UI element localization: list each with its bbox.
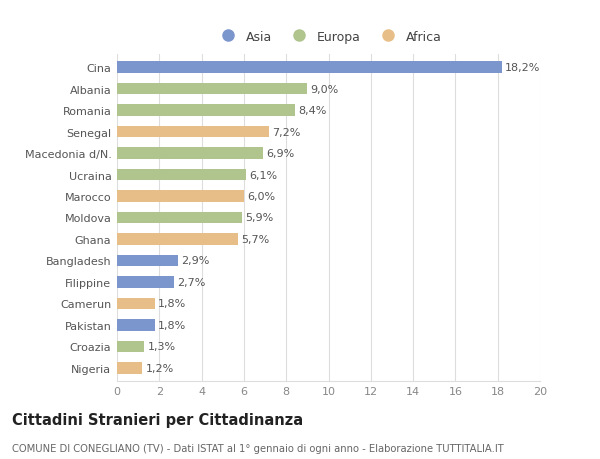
Bar (117, 212, 242, 224)
Text: 6,9%: 6,9% (266, 149, 295, 159)
Text: 1,8%: 1,8% (158, 299, 187, 309)
Bar (117, 62, 502, 74)
Text: 9,0%: 9,0% (311, 84, 339, 95)
Text: 8,4%: 8,4% (298, 106, 326, 116)
Bar (117, 126, 269, 138)
Text: 1,3%: 1,3% (148, 341, 176, 352)
Bar (117, 234, 238, 246)
Text: 18,2%: 18,2% (505, 63, 541, 73)
Text: 1,8%: 1,8% (158, 320, 187, 330)
Text: 5,7%: 5,7% (241, 235, 269, 245)
Text: COMUNE DI CONEGLIANO (TV) - Dati ISTAT al 1° gennaio di ogni anno - Elaborazione: COMUNE DI CONEGLIANO (TV) - Dati ISTAT a… (12, 443, 504, 453)
Bar (117, 169, 246, 181)
Bar (117, 362, 142, 374)
Text: 6,0%: 6,0% (247, 191, 275, 202)
Bar (117, 341, 145, 353)
Bar (117, 148, 263, 160)
Bar (117, 190, 244, 202)
Bar (117, 298, 155, 310)
Text: Cittadini Stranieri per Cittadinanza: Cittadini Stranieri per Cittadinanza (12, 413, 303, 428)
Bar (117, 105, 295, 117)
Bar (117, 84, 307, 95)
Bar (117, 319, 155, 331)
Text: 6,1%: 6,1% (249, 170, 277, 180)
Text: 7,2%: 7,2% (272, 127, 301, 137)
Text: 2,9%: 2,9% (182, 256, 210, 266)
Text: 5,9%: 5,9% (245, 213, 273, 223)
Legend: Asia, Europa, Africa: Asia, Europa, Africa (211, 25, 446, 48)
Bar (117, 276, 174, 288)
Bar (117, 255, 178, 267)
Text: 1,2%: 1,2% (146, 363, 174, 373)
Text: 2,7%: 2,7% (177, 277, 206, 287)
